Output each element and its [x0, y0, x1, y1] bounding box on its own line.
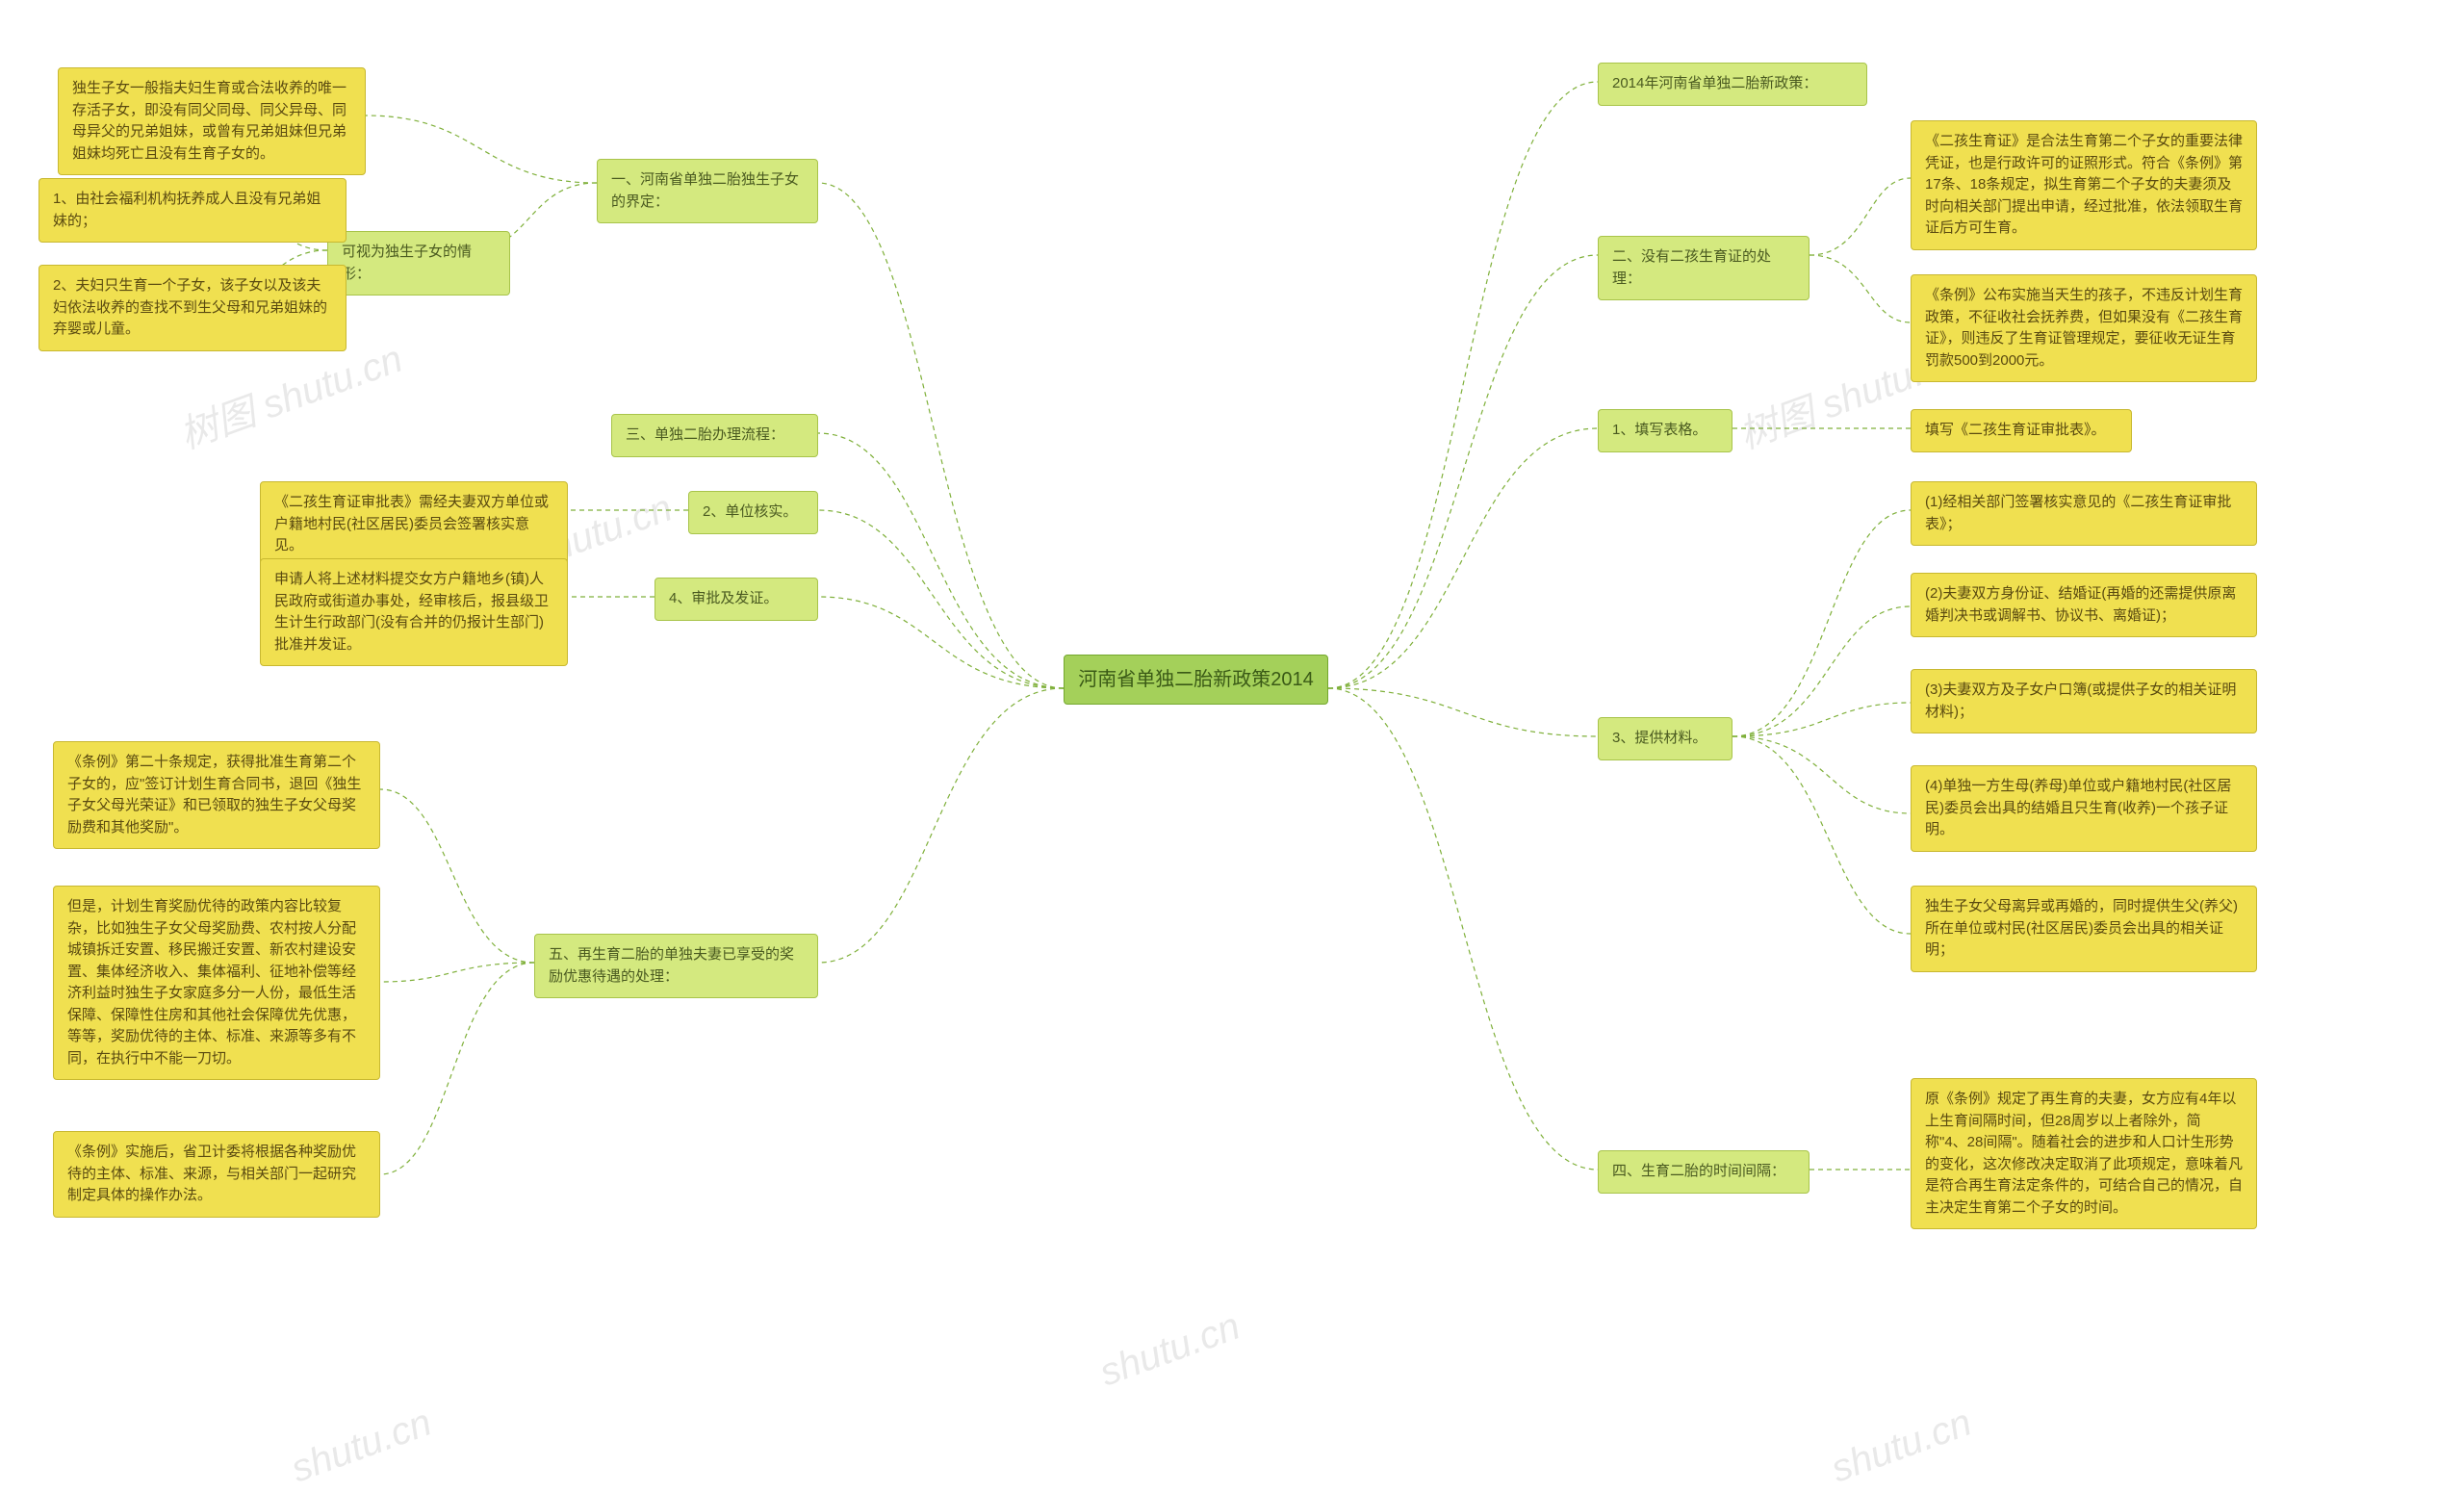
- branch-l3[interactable]: 2、单位核实。: [688, 491, 818, 534]
- leaf-r2b[interactable]: 《条例》公布实施当天生的孩子，不违反计划生育政策，不征收社会抚养费，但如果没有《…: [1911, 274, 2257, 382]
- leaf-l1a[interactable]: 独生子女一般指夫妇生育或合法收养的唯一存活子女，即没有同父同母、同父异母、同母异…: [58, 67, 366, 175]
- branch-r1[interactable]: 2014年河南省单独二胎新政策：: [1598, 63, 1867, 106]
- leaf-l5a[interactable]: 《条例》第二十条规定，获得批准生育第二个子女的，应"签订计划生育合同书，退回《独…: [53, 741, 380, 849]
- root-node[interactable]: 河南省单独二胎新政策2014: [1064, 655, 1328, 705]
- leaf-l4a[interactable]: 申请人将上述材料提交女方户籍地乡(镇)人民政府或街道办事处，经审核后，报县级卫生…: [260, 558, 568, 666]
- leaf-r4a[interactable]: (1)经相关部门签署核实意见的《二孩生育证审批表》；: [1911, 481, 2257, 546]
- watermark: shutu.cn: [1094, 1304, 1245, 1395]
- leaf-r5a[interactable]: 原《条例》规定了再生育的夫妻，女方应有4年以上生育间隔时间，但28周岁以上者除外…: [1911, 1078, 2257, 1229]
- leaf-r4d[interactable]: (4)单独一方生母(养母)单位或户籍地村民(社区居民)委员会出具的结婚且只生育(…: [1911, 765, 2257, 852]
- leaf-l1sb[interactable]: 2、夫妇只生育一个子女，该子女以及该夫妇依法收养的查找不到生父母和兄弟姐妹的弃婴…: [38, 265, 346, 351]
- leaf-l5b[interactable]: 但是，计划生育奖励优待的政策内容比较复杂，比如独生子女父母奖励费、农村按人分配城…: [53, 886, 380, 1080]
- leaf-l3a[interactable]: 《二孩生育证审批表》需经夫妻双方单位或户籍地村民(社区居民)委员会签署核实意见。: [260, 481, 568, 568]
- branch-r5[interactable]: 四、生育二胎的时间间隔：: [1598, 1150, 1810, 1194]
- branch-r2[interactable]: 二、没有二孩生育证的处理：: [1598, 236, 1810, 300]
- leaf-r3a[interactable]: 填写《二孩生育证审批表》。: [1911, 409, 2132, 452]
- leaf-r4e[interactable]: 独生子女父母离异或再婚的，同时提供生父(养父)所在单位或村民(社区居民)委员会出…: [1911, 886, 2257, 972]
- watermark: shutu.cn: [1826, 1401, 1977, 1491]
- branch-l1s[interactable]: 可视为独生子女的情形：: [327, 231, 510, 296]
- leaf-r4b[interactable]: (2)夫妻双方身份证、结婚证(再婚的还需提供原离婚判决书或调解书、协议书、离婚证…: [1911, 573, 2257, 637]
- watermark: shutu.cn: [286, 1401, 437, 1491]
- branch-r3[interactable]: 1、填写表格。: [1598, 409, 1732, 452]
- branch-l2[interactable]: 三、单独二胎办理流程：: [611, 414, 818, 457]
- leaf-r2a[interactable]: 《二孩生育证》是合法生育第二个子女的重要法律凭证，也是行政许可的证照形式。符合《…: [1911, 120, 2257, 250]
- branch-r4[interactable]: 3、提供材料。: [1598, 717, 1732, 760]
- leaf-l1sa[interactable]: 1、由社会福利机构抚养成人且没有兄弟姐妹的；: [38, 178, 346, 243]
- branch-l1[interactable]: 一、河南省单独二胎独生子女的界定：: [597, 159, 818, 223]
- branch-l5[interactable]: 五、再生育二胎的单独夫妻已享受的奖励优惠待遇的处理：: [534, 934, 818, 998]
- branch-l4[interactable]: 4、审批及发证。: [654, 578, 818, 621]
- leaf-r4c[interactable]: (3)夫妻双方及子女户口簿(或提供子女的相关证明材料)；: [1911, 669, 2257, 733]
- leaf-l5c[interactable]: 《条例》实施后，省卫计委将根据各种奖励优待的主体、标准、来源，与相关部门一起研究…: [53, 1131, 380, 1218]
